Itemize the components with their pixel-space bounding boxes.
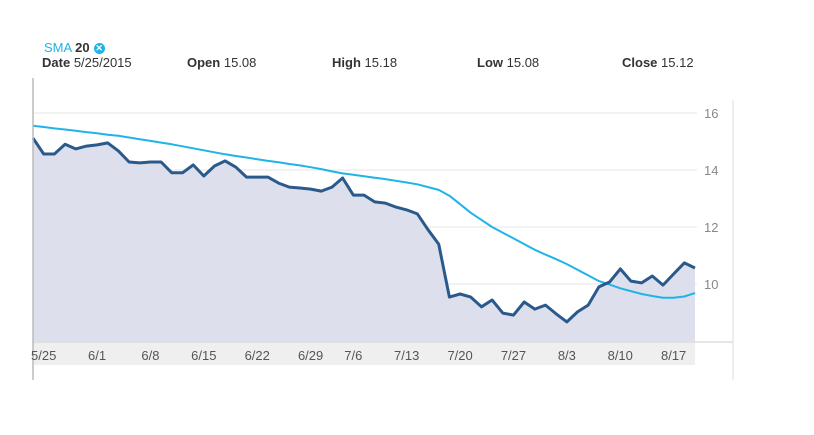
- x-axis-band: [33, 342, 695, 365]
- open-label: Open: [187, 55, 221, 70]
- x-tick-label: 5/25: [31, 348, 56, 363]
- x-tick-label: 7/13: [394, 348, 419, 363]
- y-tick-label: 16: [704, 106, 718, 121]
- sma-period: 20: [75, 40, 90, 55]
- close-value: 15.12: [661, 55, 694, 70]
- sma-label: SMA: [44, 40, 73, 55]
- x-tick-label: 8/3: [558, 348, 576, 363]
- date-value: 5/25/2015: [73, 55, 132, 70]
- y-tick-label: 12: [704, 220, 718, 235]
- x-tick-label: 8/10: [608, 348, 633, 363]
- low-value: 15.08: [506, 55, 540, 70]
- low-label: Low: [477, 55, 503, 70]
- y-tick-label: 14: [704, 163, 718, 178]
- price-area: [33, 138, 695, 342]
- open-value: 15.08: [223, 55, 257, 70]
- price-line: [31, 137, 696, 324]
- x-tick-label: 6/15: [191, 348, 216, 363]
- x-tick-label: 6/1: [88, 348, 106, 363]
- x-tick-label: 7/6: [344, 348, 362, 363]
- x-tick-label: 6/22: [245, 348, 270, 363]
- x-tick-label: 6/29: [298, 348, 323, 363]
- date-label: Date: [42, 55, 71, 70]
- close-circle-icon[interactable]: ✕: [93, 43, 105, 54]
- x-tick-label: 7/27: [501, 348, 526, 363]
- close-label: Close: [622, 55, 658, 70]
- sma-line: [32, 124, 696, 299]
- x-tick-label: 7/20: [447, 348, 472, 363]
- high-label: High: [332, 55, 361, 70]
- x-tick-label: 8/17: [661, 348, 686, 363]
- y-tick-label: 10: [704, 277, 718, 292]
- indicator-legend: SMA 20 ✕: [44, 40, 105, 55]
- x-tick-label: 6/8: [141, 348, 159, 363]
- high-value: 15.18: [364, 55, 398, 70]
